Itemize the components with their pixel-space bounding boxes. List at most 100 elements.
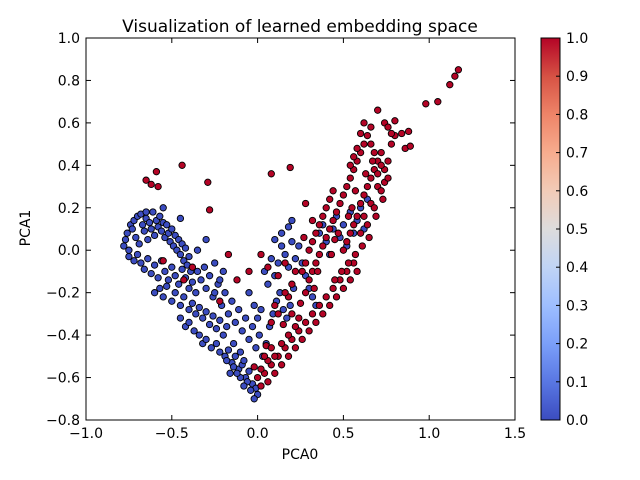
scatter-point <box>257 382 265 390</box>
scatter-point <box>264 263 272 271</box>
scatter-point <box>374 106 382 114</box>
scatter-point <box>343 182 351 191</box>
scatter-point <box>312 259 320 267</box>
y-tick-label: 0.4 <box>58 158 80 174</box>
scatter-point <box>329 216 337 225</box>
scatter-point <box>216 297 224 305</box>
scatter-point <box>379 195 387 203</box>
scatter-point <box>367 140 375 148</box>
scatter-point <box>284 352 293 360</box>
scatter-point <box>277 242 286 250</box>
x-axis: −1.0 −0.5 0.0 0.5 1.0 1.5 <box>69 38 526 442</box>
colorbar-tick-label: 0.0 <box>566 413 588 429</box>
scatter-point <box>211 259 219 267</box>
scatter-point <box>332 208 341 216</box>
scatter-point <box>150 289 159 297</box>
scatter-point <box>271 235 279 244</box>
scatter-point <box>308 310 317 318</box>
scatter-point <box>149 208 157 216</box>
scatter-point <box>271 369 279 377</box>
scatter-point <box>305 276 313 284</box>
scatter-point <box>344 212 353 220</box>
scatter-point <box>231 352 239 360</box>
colorbar-tick-label: 0.9 <box>566 69 588 85</box>
scatter-point <box>171 289 179 297</box>
scatter-point <box>351 187 360 195</box>
scatter-point <box>181 244 190 252</box>
scatter-point <box>176 301 185 310</box>
chart-title: Visualization of learned embedding space <box>122 17 478 37</box>
scatter-point <box>367 123 375 131</box>
scatter-point <box>291 255 300 263</box>
scatter-point <box>135 240 143 248</box>
scatter-point <box>298 335 306 344</box>
scatter-point <box>286 301 294 310</box>
scatter-point <box>140 227 148 235</box>
scatter-point <box>274 310 282 318</box>
x-tick-label: −1.0 <box>69 426 103 442</box>
scatter-point <box>367 174 375 182</box>
scatter-point <box>356 199 365 208</box>
scatter-point <box>240 382 248 390</box>
scatter-point <box>228 297 236 305</box>
scatter-point <box>331 235 339 244</box>
scatter-point <box>257 305 265 314</box>
scatter-point <box>164 276 173 284</box>
scatter-point <box>125 246 133 254</box>
scatter-point <box>351 250 360 259</box>
scatter-point <box>384 174 392 182</box>
scatter-point <box>336 199 344 208</box>
scatter-point <box>301 199 310 208</box>
scatter-point <box>229 363 238 371</box>
scatter-point <box>212 325 221 333</box>
scatter-point <box>370 148 378 157</box>
scatter-point <box>308 238 317 246</box>
scatter-point <box>238 327 246 335</box>
scatter-point <box>315 221 324 229</box>
scatter-point <box>216 348 224 356</box>
scatter-point <box>315 250 324 259</box>
scatter-point <box>138 221 147 229</box>
scatter-point <box>144 235 152 244</box>
scatter-point <box>209 312 217 320</box>
scatter-point <box>358 242 366 250</box>
scatter-point <box>377 148 385 157</box>
scatter-point <box>133 250 142 259</box>
scatter-point <box>245 289 253 297</box>
scatter-point <box>377 161 385 169</box>
scatter-point <box>301 318 310 327</box>
scatter-point <box>339 284 348 293</box>
scatter-point <box>233 276 241 284</box>
scatter-point <box>157 227 166 235</box>
colorbar-tick-label: 0.7 <box>566 146 588 162</box>
scatter-point <box>308 216 317 225</box>
scatter-point <box>221 289 229 297</box>
y-tick-label: 0.6 <box>58 116 80 132</box>
scatter-point <box>353 267 361 276</box>
scatter-point <box>142 176 150 184</box>
scatter-point <box>185 252 193 261</box>
scatter-point <box>219 267 227 276</box>
y-tick-label: 0.2 <box>58 201 80 217</box>
scatter-point <box>140 265 148 273</box>
scatter-point <box>363 131 372 140</box>
scatter-point <box>363 221 372 229</box>
scatter-point <box>298 267 306 276</box>
scatter-point <box>267 344 275 352</box>
scatter-point <box>205 206 214 214</box>
scatter-point <box>152 168 161 176</box>
scatter-point <box>315 301 324 310</box>
scatter-point <box>240 356 248 365</box>
scatter-point <box>188 263 197 271</box>
scatter-point <box>422 100 430 108</box>
scatter-point <box>305 246 313 254</box>
scatter-point <box>346 276 354 284</box>
scatter-point <box>319 212 327 220</box>
scatter-point <box>271 352 279 360</box>
y-tick-label: −0.6 <box>46 371 80 387</box>
scatter-point <box>353 144 361 153</box>
scatter-point <box>235 305 243 314</box>
scatter-point <box>322 233 330 242</box>
x-tick-label: 0.0 <box>246 426 268 442</box>
scatter-point <box>154 274 162 282</box>
